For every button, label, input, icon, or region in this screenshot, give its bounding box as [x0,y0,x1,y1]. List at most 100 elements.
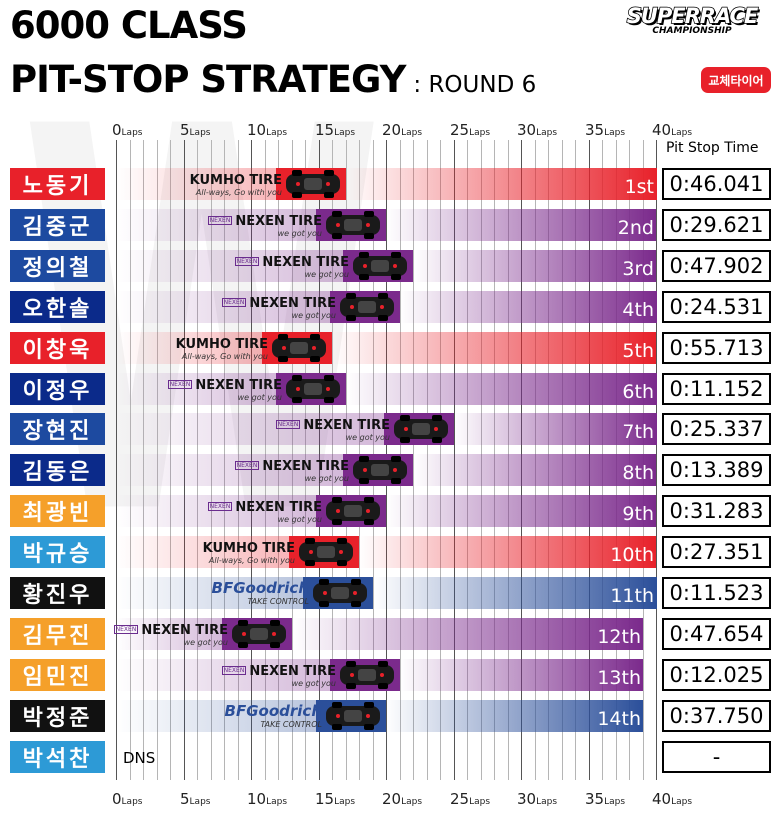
race-car-icon [392,415,450,443]
tick-unit: Laps [469,797,491,807]
tick-value: 0 [112,121,122,139]
tire-brand: NEXEN NEXEN TIRE we got you [154,374,282,406]
tire-brand-name: NEXEN TIRE [235,500,322,515]
grid-line [251,140,252,780]
tick-value: 10 [247,790,267,808]
x-tick-label-bottom: 10Laps [247,790,287,808]
tire-brand-name: KUMHO TIRE [175,337,268,352]
grid-line [211,140,212,780]
first-stint-fade [116,536,289,568]
finish-position: 11th [610,585,654,607]
grid-line [224,140,225,780]
finish-position: 1st [624,176,654,198]
pit-stop-time: 0:47.902 [662,250,771,282]
x-tick-label-top: 35Laps [585,121,625,139]
race-car-icon [338,661,396,689]
driver-name: 김동은 [10,454,105,486]
finish-position: 3rd [622,258,654,280]
tire-brand-name: NEXEN TIRE [195,378,282,393]
tire-brand-name: BFGoodrich [224,702,322,720]
tire-brand: NEXEN NEXEN TIRE we got you [194,496,322,528]
pit-stop-time: 0:29.621 [662,209,771,241]
first-stint-fade [116,495,316,527]
pit-stop-time: 0:27.351 [662,536,771,568]
grid-line [116,140,117,780]
first-stint-fade [116,659,330,691]
race-car-icon [351,252,409,280]
tire-brand-name: BFGoodrich [211,579,309,597]
round-label: : ROUND 6 [413,72,537,98]
x-tick-label-bottom: 25Laps [450,790,490,808]
x-tick-label-top: 5Laps [180,121,210,139]
superrace-logo: SUPERRACE CHAMPIONSHIP [608,3,776,36]
tick-unit: Laps [469,128,491,138]
nexen-logo-icon: NEXEN [207,216,233,225]
tire-slogan: we got you [304,270,349,279]
second-stint-bar [332,332,656,364]
finish-position: 6th [622,381,654,403]
x-tick-label-bottom: 15Laps [315,790,355,808]
second-stint-bar [400,291,657,323]
tick-value: 10 [247,121,267,139]
tick-value: 35 [585,790,605,808]
pit-stop-time: 0:11.152 [662,373,771,405]
second-stint-bar [386,209,656,241]
tire-slogan: we got you [291,679,336,688]
race-car-icon [324,211,382,239]
finish-position: 7th [622,421,654,443]
tire-slogan: we got you [291,311,336,320]
tick-value: 5 [180,790,190,808]
tick-unit: Laps [334,797,356,807]
tick-unit: Laps [189,797,211,807]
first-stint-fade [116,454,343,486]
first-stint-fade [116,250,343,282]
race-car-icon [297,538,355,566]
second-stint-bar [373,577,657,609]
grid-line [170,140,171,780]
logo-main: SUPERRACE [626,3,759,29]
tire-brand: NEXEN NEXEN TIRE we got you [208,292,336,324]
grid-line [184,140,185,780]
first-stint-fade [116,413,384,445]
grid-line [130,140,131,780]
grid-line [278,140,279,780]
grid-line [157,140,158,780]
pit-stop-time: 0:25.337 [662,413,771,445]
driver-name: 황진우 [10,577,105,609]
driver-name: 노동기 [10,168,105,200]
race-car-icon [284,170,342,198]
title-line2: PIT-STOP STRATEGY: ROUND 6 [10,58,536,101]
finish-position: 13th [597,667,641,689]
x-tick-label-top: 30Laps [517,121,557,139]
x-tick-label-top: 25Laps [450,121,490,139]
driver-name: 이정우 [10,373,105,405]
tire-brand-name: KUMHO TIRE [202,541,295,556]
pit-stop-time: - [662,741,771,773]
tire-brand-name: NEXEN TIRE [141,623,228,638]
tire-brand: KUMHO TIRE All-ways, Go with you [140,333,268,365]
tire-brand-name: NEXEN TIRE [303,418,390,433]
finish-position: 10th [610,544,654,566]
nexen-logo-icon: NEXEN [234,257,260,266]
tick-value: 25 [450,121,470,139]
finish-position: 14th [597,708,641,730]
tire-brand: NEXEN NEXEN TIRE we got you [208,660,336,692]
tire-slogan: we got you [304,474,349,483]
first-stint-fade [116,618,222,650]
tire-change-badge: 교체타이어 [701,67,771,93]
second-stint-bar [359,536,656,568]
second-stint-bar [454,413,657,445]
tire-slogan: we got you [277,229,322,238]
finish-position: 4th [622,299,654,321]
dns-label: DNS [123,749,156,767]
logo-sub: CHAMPIONSHIP [652,26,732,36]
race-car-icon [324,497,382,525]
tick-value: 30 [517,790,537,808]
first-stint-fade [116,209,316,241]
tire-brand: NEXEN NEXEN TIRE we got you [221,251,349,283]
tick-value: 25 [450,790,470,808]
tire-slogan: we got you [237,393,282,402]
grid-line [292,140,293,780]
tire-brand: BFGoodrich TAKE CONTROL [181,578,309,610]
nexen-logo-icon: NEXEN [221,666,247,675]
